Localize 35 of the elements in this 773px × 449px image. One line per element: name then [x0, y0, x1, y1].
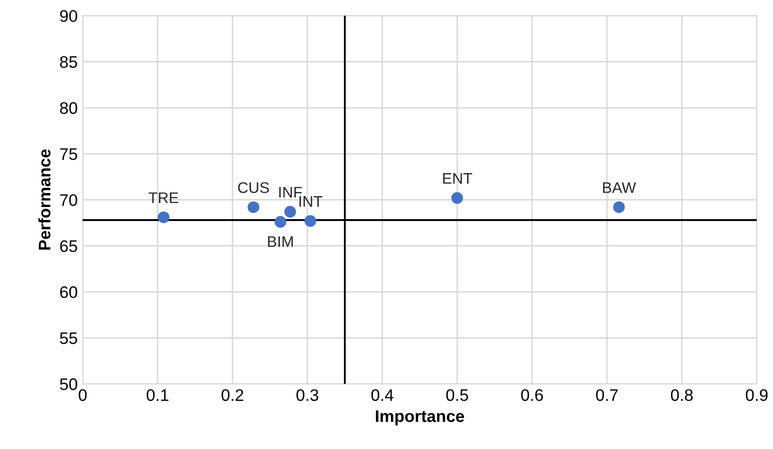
annotation: BIM: [268, 236, 293, 247]
point: [613, 201, 625, 214]
point: [158, 211, 170, 224]
annotation: INT: [300, 196, 322, 207]
annotation: TRE: [148, 192, 178, 204]
y-tick-label: 80: [60, 102, 78, 114]
annotation: CUS: [238, 182, 269, 194]
x-tick-label: 0.5: [446, 389, 468, 401]
x-tick-label: 0.6: [521, 389, 543, 401]
y-tick-label: 75: [60, 148, 78, 160]
x-tick-label: 0.8: [670, 389, 693, 401]
annotation: ENT: [443, 173, 472, 184]
x-tick-label: 0: [78, 389, 87, 401]
y-tick-label: 55: [60, 332, 78, 344]
y-axis-title: Performance: [38, 149, 50, 250]
y-tick-label: 70: [60, 194, 78, 206]
x-tick-label: 0.3: [296, 389, 318, 401]
x-axis-title: Importance: [376, 410, 464, 426]
x-tick-label: 0.9: [746, 389, 768, 401]
y-tick-label: 60: [60, 286, 78, 298]
point: [451, 192, 464, 204]
x-tick-label: 0.2: [222, 389, 244, 401]
x-tick-label: 0.1: [146, 389, 168, 401]
annotation: BAW: [603, 182, 636, 193]
x-tick-label: 0.7: [596, 389, 618, 401]
y-tick-label: 85: [60, 56, 78, 68]
point: [274, 216, 286, 228]
point: [304, 215, 316, 227]
y-tick-label: 50: [60, 378, 78, 390]
annotation: INF: [279, 186, 302, 198]
y-tick-label: 65: [60, 240, 78, 252]
x-tick-label: 0.4: [371, 389, 394, 401]
y-tick-label: 90: [60, 10, 78, 22]
point: [248, 201, 260, 214]
point: [284, 206, 296, 218]
